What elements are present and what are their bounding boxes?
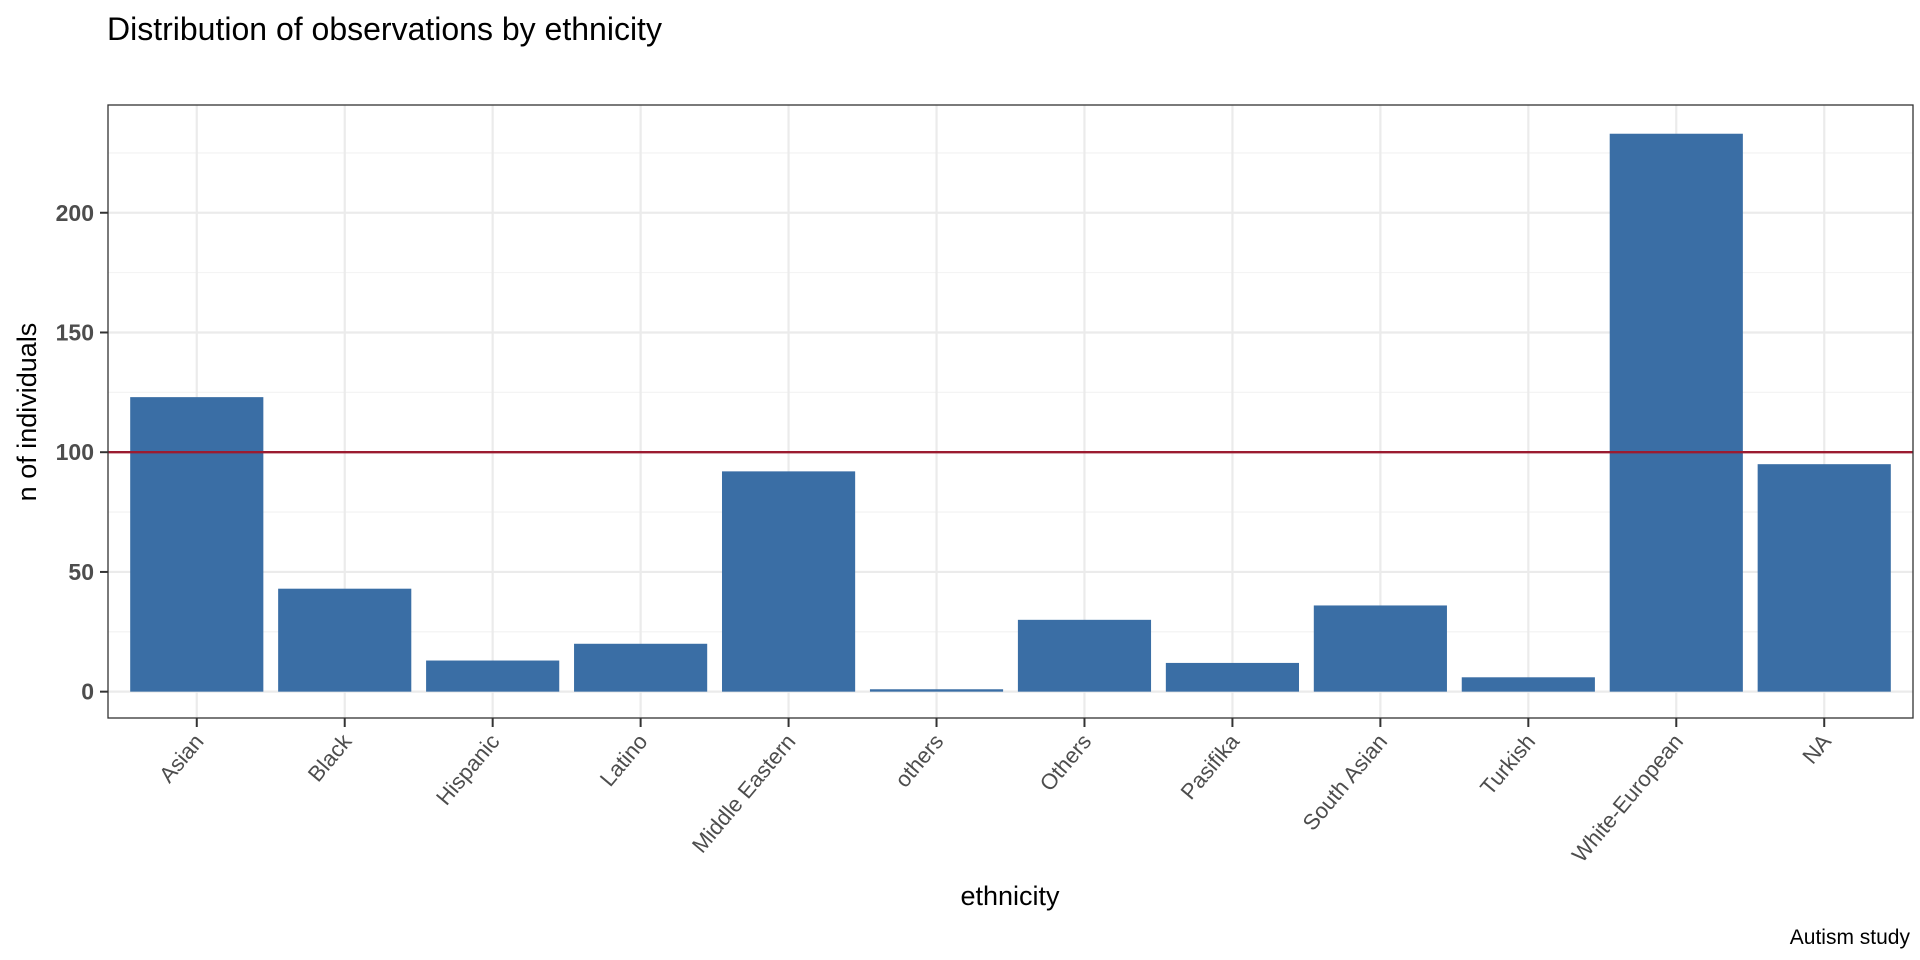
caption: Autism study	[1790, 926, 1911, 949]
panel-border	[107, 104, 1914, 719]
y-axis: 0 50 100 150 200	[56, 200, 108, 705]
x-tick-label: White-European	[1567, 729, 1688, 867]
bar	[278, 588, 412, 692]
bars	[130, 133, 1891, 692]
x-tick-label: Latino	[595, 729, 653, 791]
x-tick-label: Asian	[154, 729, 209, 787]
x-axis: Asian Black Hispanic Latino Middle Eastern ot…	[154, 718, 1836, 867]
bar	[1757, 464, 1891, 692]
x-tick-label: South Asian	[1298, 729, 1393, 835]
bar	[1313, 605, 1447, 692]
bar	[1017, 619, 1152, 692]
bar	[1461, 677, 1595, 692]
bar	[869, 689, 1004, 692]
chart-title: Distribution of observations by ethnicit…	[107, 11, 662, 47]
y-tick-label: 100	[56, 439, 94, 465]
y-axis-title: n of individuals	[12, 323, 42, 502]
x-tick-label: Pasifika	[1176, 729, 1245, 805]
x-tick-label: others	[890, 729, 948, 792]
x-tick-label: Turkish	[1475, 729, 1540, 800]
x-tick-label: Black	[303, 728, 357, 786]
y-tick-label: 0	[81, 679, 94, 705]
bar	[1609, 133, 1743, 692]
y-tick-label: 50	[68, 559, 94, 585]
bar	[130, 397, 264, 692]
x-tick-label: Others	[1035, 729, 1097, 796]
bar	[426, 660, 560, 692]
x-axis-title: ethnicity	[960, 881, 1060, 911]
y-tick-label: 200	[56, 200, 94, 226]
bar	[1165, 662, 1300, 692]
x-tick-label: Middle Eastern	[687, 729, 800, 857]
x-tick-label: Hispanic	[431, 729, 504, 810]
x-tick-label: NA	[1797, 729, 1836, 769]
y-tick-label: 150	[56, 319, 94, 345]
bar	[721, 471, 856, 692]
bar	[574, 643, 708, 692]
